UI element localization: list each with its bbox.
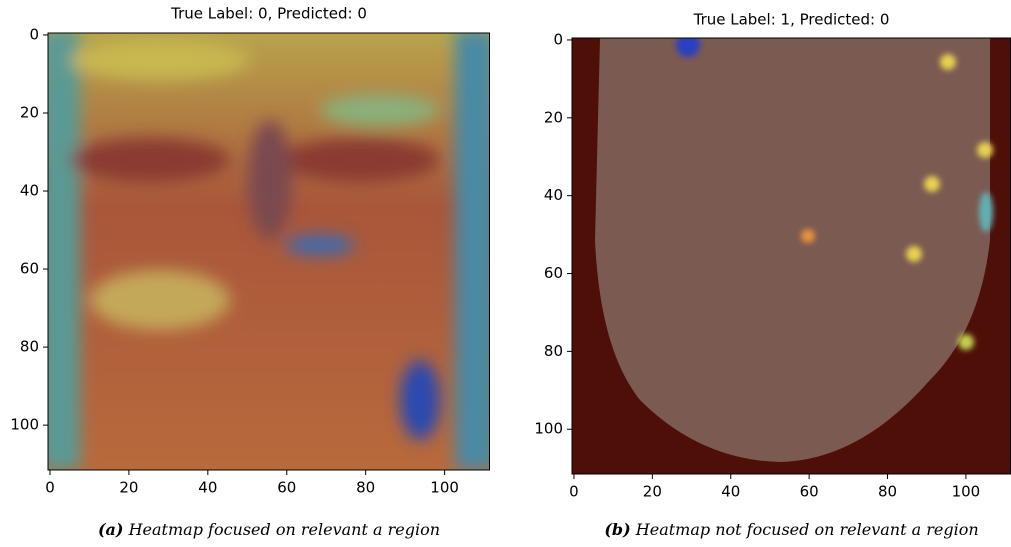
x-tick-label: 80: [878, 483, 897, 501]
y-tick-label: 0: [29, 25, 39, 43]
axes-frame: [47, 32, 490, 471]
caption: (b) Heatmap not focused on relevant a re…: [604, 520, 978, 539]
y-tick-label: 60: [544, 264, 563, 282]
chart-title: True Label: 1, Predicted: 0: [693, 11, 890, 29]
heatmap-image: [48, 33, 490, 470]
x-tick-label: 80: [356, 479, 375, 497]
y-tick-label: 40: [544, 186, 563, 204]
x-tick-label: 40: [198, 479, 217, 497]
x-tick-label: 60: [800, 483, 819, 501]
caption: (a) Heatmap focused on relevant a region: [98, 520, 440, 539]
y-tick-label: 40: [20, 182, 39, 200]
x-tick-label: 0: [45, 479, 55, 497]
x-tick-label: 100: [430, 479, 459, 497]
x-tick-label: 20: [119, 479, 138, 497]
caption-label: (a): [98, 520, 124, 539]
x-tick-label: 100: [952, 483, 981, 501]
x-tick-label: 20: [643, 483, 662, 501]
x-tick-label: 40: [721, 483, 740, 501]
y-tick-label: 80: [544, 342, 563, 360]
caption-label: (b): [604, 520, 630, 539]
y-tick-label: 20: [20, 103, 39, 121]
caption-text: Heatmap not focused on relevant a region: [635, 520, 979, 539]
y-tick-label: 80: [20, 338, 39, 356]
y-tick-label: 100: [534, 420, 563, 438]
y-tick-label: 60: [20, 260, 39, 278]
y-tick-label: 100: [10, 416, 39, 434]
y-tick-label: 0: [553, 30, 563, 48]
x-tick-label: 0: [569, 483, 579, 501]
chart-title: True Label: 0, Predicted: 0: [170, 5, 367, 23]
caption-text: Heatmap focused on relevant a region: [128, 520, 440, 539]
heatmap-image: [572, 38, 1011, 474]
x-tick-label: 60: [277, 479, 296, 497]
y-tick-label: 20: [544, 108, 563, 126]
